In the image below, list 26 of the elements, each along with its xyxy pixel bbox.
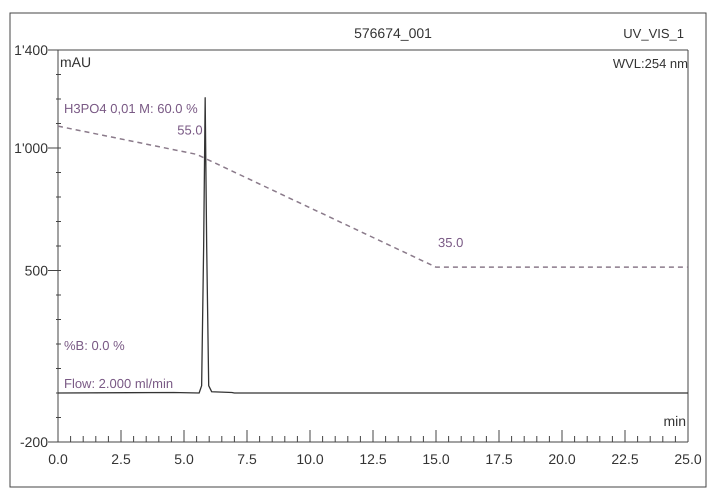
y-tick-label: 1'400: [14, 42, 48, 58]
chart-title: 576674_001: [354, 25, 432, 41]
annotation: H3PO4 0,01 M: 60.0 %: [64, 101, 198, 116]
x-tick-label: 5.0: [174, 451, 194, 467]
line-series: [57, 97, 689, 394]
y-tick-label: 1'000: [14, 140, 48, 156]
x-axis-title: min: [663, 413, 686, 429]
x-tick-label: 0.0: [48, 451, 68, 467]
x-tick-label: 25.0: [674, 451, 702, 467]
text: UV_VIS_1: [623, 26, 684, 41]
x-tick-label: 12.5: [359, 451, 387, 467]
y-tick-label: 500: [24, 262, 48, 278]
y-tick-label: -200: [20, 434, 48, 450]
x-tick-label: 15.0: [422, 451, 450, 467]
x-tick-label: 10.0: [296, 451, 324, 467]
y-axis-title: mAU: [60, 54, 92, 70]
x-tick-label: 17.5: [485, 451, 513, 467]
data-label: 55.0: [177, 122, 203, 138]
x-tick-label: 20.0: [548, 451, 576, 467]
annotation: Flow: 2.000 ml/min: [64, 376, 174, 391]
annotation: WVL:254 nm: [612, 56, 688, 71]
x-tick-label: 22.5: [611, 451, 639, 467]
x-tick-label: 2.5: [111, 451, 131, 467]
x-tick-label: 7.5: [237, 451, 257, 467]
annotation: %B: 0.0 %: [64, 338, 126, 353]
data-label: 35.0: [438, 235, 464, 250]
